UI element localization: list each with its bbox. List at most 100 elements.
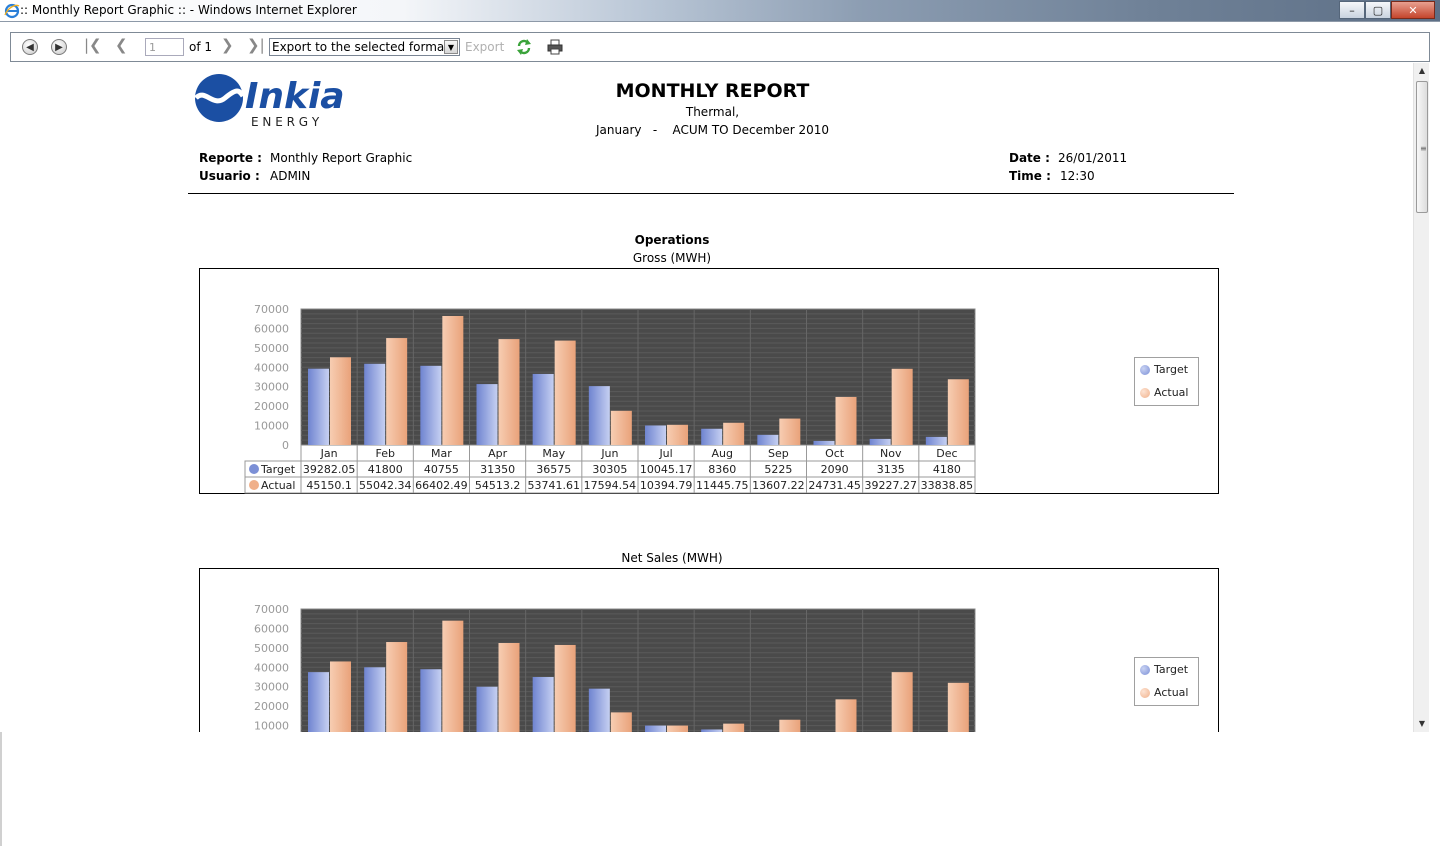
chart-gross-legend: Target Actual: [1134, 357, 1199, 406]
bar-actual: [610, 410, 632, 445]
reporte-value: Monthly Report Graphic: [270, 151, 413, 165]
chevron-down-icon: ▼: [444, 40, 458, 54]
x-tick-label: Dec: [936, 447, 957, 460]
x-tick-label: Jul: [658, 447, 672, 460]
window-controls: – ▢ ✕: [1339, 1, 1435, 19]
bar-target: [645, 725, 666, 732]
y-tick-label: 30000: [254, 681, 289, 694]
data-label: 53741.61: [528, 479, 581, 492]
maximize-icon: ▢: [1372, 3, 1384, 17]
grip-icon: ≡: [1420, 144, 1427, 153]
bar-actual: [442, 315, 464, 445]
usuario-label: Usuario :: [199, 169, 260, 183]
bar-actual: [667, 725, 688, 732]
legend-dot: [249, 480, 259, 490]
x-tick-label: Aug: [712, 447, 733, 460]
minimize-button[interactable]: –: [1339, 1, 1365, 19]
bar-target: [532, 677, 554, 732]
back-icon[interactable]: ◀: [22, 39, 38, 55]
bar-target: [364, 667, 386, 732]
y-tick-label: 60000: [254, 322, 289, 335]
data-label: 4180: [933, 463, 961, 476]
series-label: Target: [260, 463, 296, 476]
data-label: 45150.1: [306, 479, 352, 492]
export-link[interactable]: Export: [465, 40, 505, 54]
print-icon[interactable]: [547, 39, 563, 55]
bar-actual: [386, 642, 408, 732]
first-page-icon[interactable]: |❮: [84, 36, 102, 54]
data-label: 39227.27: [865, 479, 918, 492]
bar-actual: [498, 339, 520, 445]
x-tick-label: Nov: [880, 447, 902, 460]
legend-item-actual: Actual: [1140, 686, 1188, 699]
minimize-icon: –: [1349, 3, 1355, 17]
page-count-label: of 1: [189, 40, 213, 54]
y-tick-label: 0: [282, 439, 289, 452]
bar-target: [701, 729, 723, 732]
y-tick-label: 10000: [254, 720, 289, 732]
bar-actual: [386, 338, 408, 445]
x-tick-label: Feb: [376, 447, 395, 460]
bar-target: [813, 440, 835, 445]
ie-icon: [4, 3, 20, 19]
data-label: 10045.17: [640, 463, 693, 476]
bar-target: [476, 686, 498, 732]
bar-actual: [667, 424, 688, 445]
data-label: 30305: [592, 463, 627, 476]
y-tick-label: 40000: [254, 361, 289, 374]
close-button[interactable]: ✕: [1391, 1, 1435, 19]
window-title: :: Monthly Report Graphic :: - Windows I…: [20, 3, 357, 17]
data-label: 5225: [764, 463, 792, 476]
report-viewer-toolbar: ◀ ▶ |❮ ❮ of 1 ❯ ❯| Export to the selecte…: [10, 32, 1430, 62]
x-tick-label: May: [542, 447, 565, 460]
x-tick-label: Mar: [431, 447, 452, 460]
x-tick-label: Sep: [768, 447, 789, 460]
y-tick-label: 70000: [254, 303, 289, 316]
data-label: 33838.85: [921, 479, 974, 492]
last-page-icon[interactable]: ❯|: [247, 36, 265, 54]
chart-title-net-sales: Net Sales (MWH): [621, 551, 723, 565]
chart-gross: 70000 60000 50000 40000 30000 20000 10000 0 Jan F…: [199, 268, 1219, 494]
legend-item-target: Target: [1140, 363, 1188, 376]
bar-actual: [330, 357, 351, 445]
bar-target: [364, 363, 386, 445]
next-page-icon[interactable]: ❯: [221, 36, 234, 54]
data-label: 24731.45: [808, 479, 861, 492]
bar-actual: [554, 644, 576, 732]
date-label: Date :: [1009, 151, 1050, 165]
scrollbar-thumb[interactable]: ≡: [1416, 81, 1428, 213]
prev-page-icon[interactable]: ❮: [115, 36, 128, 54]
chart-net-sales-legend: Target Actual: [1134, 657, 1199, 706]
x-tick-label: Jan: [320, 447, 338, 460]
data-label: 2090: [821, 463, 849, 476]
refresh-icon[interactable]: [515, 38, 533, 56]
bar-actual: [723, 422, 745, 445]
forward-icon[interactable]: ▶: [51, 39, 67, 55]
logo-wordmark: Inkia: [245, 76, 345, 117]
data-label: 11445.75: [696, 479, 749, 492]
data-label: 8360: [708, 463, 736, 476]
bar-target: [588, 688, 610, 732]
y-tick-label: 10000: [254, 420, 289, 433]
bar-actual: [554, 340, 576, 445]
chart-gross-plot: 70000 60000 50000 40000 30000 20000 10000 0 Jan F…: [244, 303, 976, 494]
scroll-down-icon[interactable]: ▼: [1418, 719, 1426, 728]
data-label: 39282.05: [303, 463, 356, 476]
page-number-input[interactable]: [145, 38, 184, 56]
bar-target: [532, 373, 554, 445]
scroll-up-icon[interactable]: ▲: [1418, 66, 1426, 75]
data-label: 36575: [536, 463, 571, 476]
data-label: 31350: [480, 463, 515, 476]
bar-target: [420, 669, 442, 732]
maximize-button[interactable]: ▢: [1365, 1, 1391, 19]
bar-actual: [835, 699, 857, 732]
bar-target: [925, 436, 947, 445]
export-format-select[interactable]: Export to the selected format ▼: [269, 38, 460, 56]
vertical-scrollbar[interactable]: ▲ ≡ ▼: [1413, 63, 1429, 732]
time-value: 12:30: [1060, 169, 1095, 183]
y-tick-label: 40000: [254, 661, 289, 674]
close-icon: ✕: [1408, 3, 1418, 17]
bar-actual: [947, 379, 969, 445]
reporte-label: Reporte :: [199, 151, 262, 165]
bar-actual: [835, 396, 857, 445]
